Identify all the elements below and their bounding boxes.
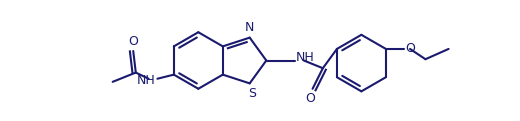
Text: NH: NH bbox=[137, 74, 155, 87]
Text: O: O bbox=[405, 42, 415, 55]
Text: O: O bbox=[128, 35, 138, 48]
Text: O: O bbox=[305, 92, 315, 105]
Text: S: S bbox=[248, 87, 256, 100]
Text: N: N bbox=[245, 21, 254, 34]
Text: NH: NH bbox=[295, 51, 315, 64]
